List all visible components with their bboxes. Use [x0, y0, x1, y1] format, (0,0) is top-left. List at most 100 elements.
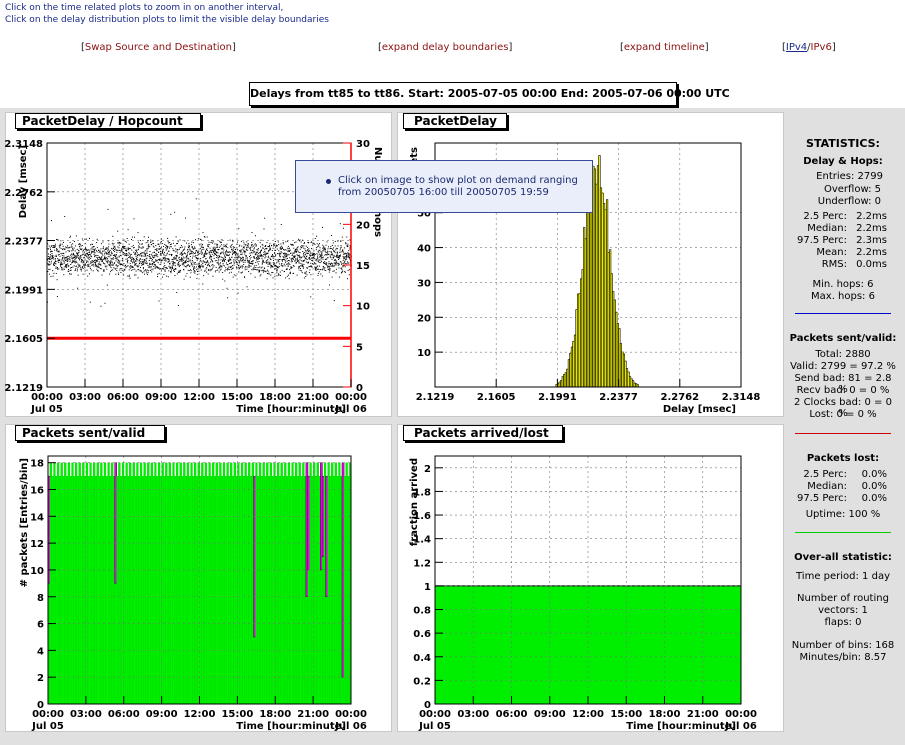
delay-point — [312, 260, 314, 262]
delay-point — [284, 265, 286, 267]
ipv6-link[interactable]: IPv6 — [810, 42, 832, 53]
delay-point — [291, 267, 293, 269]
delay-point — [207, 261, 209, 263]
delay-point — [94, 259, 96, 261]
delay-point — [160, 261, 162, 263]
delay-point — [94, 256, 96, 258]
delay-point — [205, 250, 206, 252]
chart-delay-hopcount-svg[interactable]: 2.12192.16052.19912.23772.27622.31480510… — [4, 112, 392, 417]
delay-point — [266, 269, 268, 271]
delay-point — [81, 248, 83, 250]
stats-send-bad: Send bad: 81 = 2.8 % — [794, 373, 892, 395]
delay-point — [143, 261, 145, 263]
delay-point — [118, 242, 120, 244]
delay-point — [346, 253, 348, 255]
delay-point — [302, 239, 303, 241]
delay-point — [208, 269, 210, 270]
delay-point — [100, 263, 102, 265]
delay-point — [195, 252, 196, 254]
valid-bar — [55, 476, 58, 704]
delay-point — [234, 253, 236, 255]
chart-packets-arrived-lost[interactable]: 0 0.2 0.4 0.6 0.8 1 1.2 1.4 1.6 1.8 2 fraction arri… — [397, 424, 784, 732]
swap-link[interactable]: Swap Source and Destination — [84, 42, 232, 53]
delay-point — [52, 247, 54, 248]
delay-point — [196, 269, 198, 271]
delay-point — [200, 246, 202, 248]
expand-timeline-link[interactable]: expand timeline — [623, 42, 705, 53]
valid-bar — [125, 462, 128, 704]
delay-point — [203, 248, 205, 250]
chart-packets-sent-valid[interactable]: 0 2 4 6 8 10 12 14 16 18 # packets [Entries/bin] 00… — [5, 424, 392, 732]
delay-point — [181, 260, 183, 262]
delay-point — [229, 269, 231, 271]
delay-point — [179, 271, 181, 273]
delay-point — [214, 243, 216, 245]
delay-point — [174, 268, 176, 270]
delay-point — [211, 240, 213, 241]
y-tick-label: 2.3148 — [5, 139, 43, 150]
delay-point — [78, 249, 80, 251]
delay-point — [124, 265, 126, 267]
delay-point — [102, 247, 104, 249]
delay-point — [312, 244, 314, 246]
delay-point — [118, 274, 120, 276]
delay-point — [237, 249, 239, 251]
delay-point — [189, 276, 191, 278]
delay-point — [94, 249, 95, 251]
delay-point — [78, 257, 79, 259]
delay-point — [345, 259, 346, 261]
delay-point — [121, 264, 123, 266]
stats-total: Total: 2880 — [815, 349, 871, 360]
delay-point — [150, 257, 152, 259]
delay-point — [331, 262, 332, 264]
delay-point — [239, 260, 241, 262]
delay-point — [276, 270, 278, 272]
delay-point — [174, 271, 175, 272]
x-axis-label: Time [hour:minute] — [236, 721, 346, 732]
delay-point — [222, 247, 224, 249]
delay-point — [238, 245, 240, 247]
delay-point — [93, 246, 95, 248]
delay-point — [277, 259, 279, 261]
delay-point — [198, 262, 200, 264]
delay-point — [256, 269, 258, 271]
delay-point — [75, 260, 77, 262]
delay-point — [188, 245, 190, 247]
delay-point — [85, 238, 87, 240]
delay-point — [253, 256, 254, 258]
ipv4-link[interactable]: IPv4 — [785, 42, 808, 53]
y2-tick-label: 30 — [356, 139, 370, 150]
delay-point — [297, 260, 299, 262]
delay-point — [275, 268, 277, 270]
delay-point — [317, 256, 318, 258]
delay-point — [197, 252, 199, 254]
delay-point — [78, 244, 80, 246]
delay-point — [286, 260, 288, 262]
delay-point — [66, 258, 68, 260]
delay-point — [249, 248, 251, 250]
delay-point — [208, 252, 210, 254]
delay-point — [119, 242, 121, 244]
delay-point — [283, 249, 285, 250]
delay-point — [299, 248, 301, 250]
chart-delay-hopcount[interactable]: 2.1219 2.1605 2.1991 2.2377 2.2762 2.3148 0 5 10… — [4, 112, 392, 417]
delay-point — [286, 249, 288, 251]
delay-point — [288, 250, 290, 252]
delay-point — [159, 254, 161, 256]
delay-point — [160, 247, 162, 249]
delay-point — [282, 259, 284, 260]
delay-point — [141, 252, 143, 254]
delay-point — [169, 244, 171, 245]
delay-point — [342, 250, 344, 252]
expand-delay-link[interactable]: expand delay boundaries — [381, 42, 509, 53]
delay-point — [337, 264, 339, 266]
delay-point — [212, 261, 214, 263]
delay-point — [300, 268, 301, 270]
delay-point — [238, 267, 240, 269]
delay-point — [68, 255, 70, 257]
delay-point — [277, 266, 279, 268]
